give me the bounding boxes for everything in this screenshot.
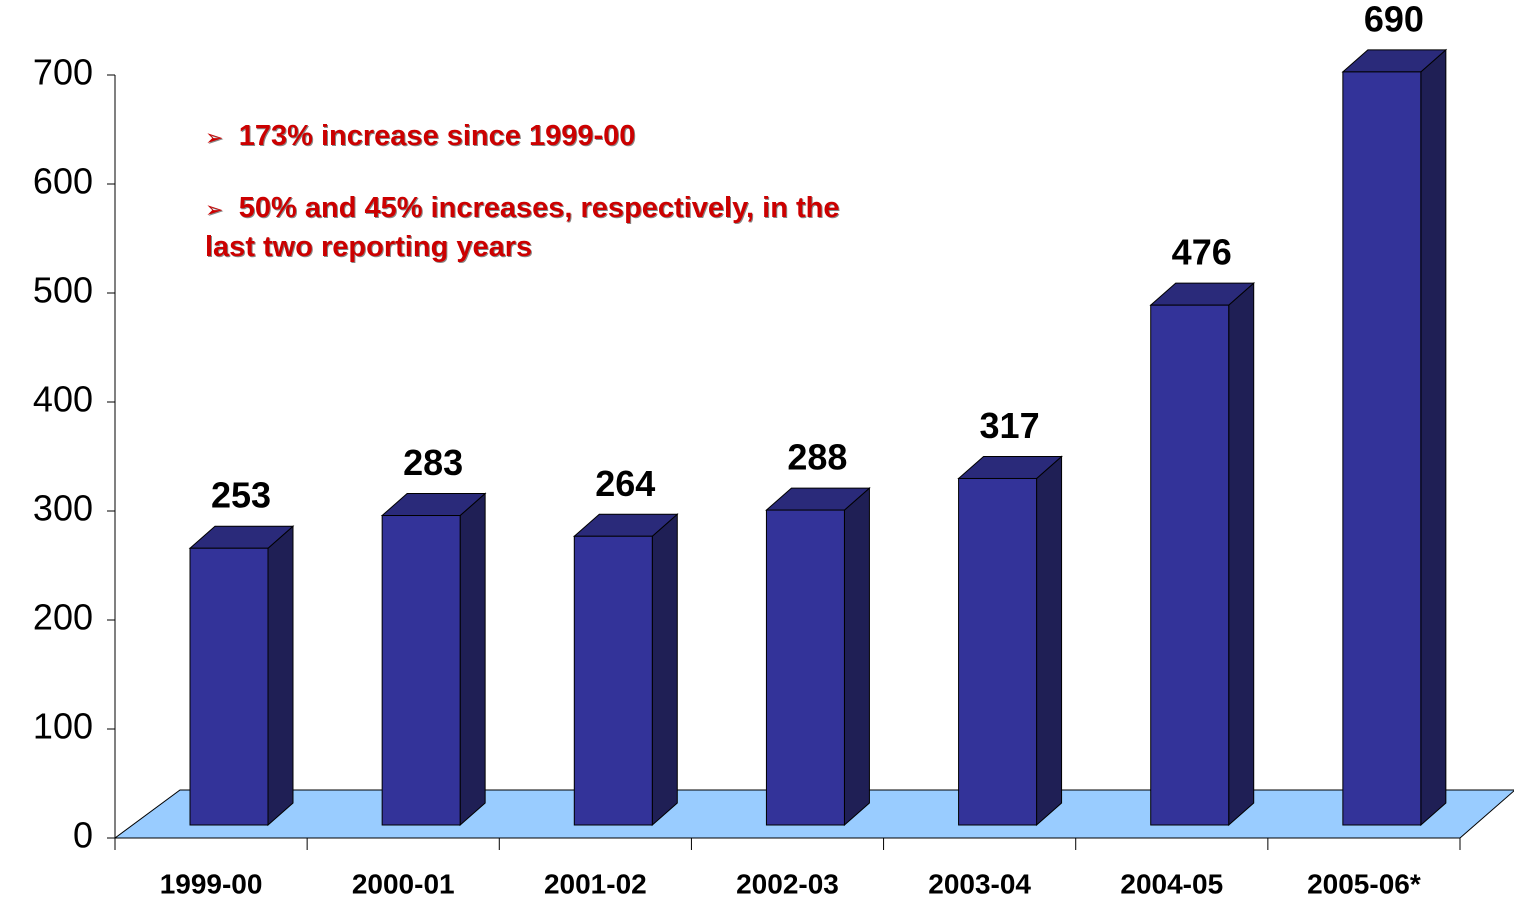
- data-label: 690: [1364, 0, 1424, 39]
- bar: [573, 535, 653, 826]
- bar: [765, 509, 845, 826]
- bar-side: [651, 513, 678, 827]
- annotation: 173% increase since 1999-00: [205, 118, 905, 157]
- bar-side: [459, 492, 486, 827]
- y-tick-label: 600: [33, 161, 93, 202]
- bar: [1342, 71, 1422, 826]
- bar-side: [267, 525, 294, 827]
- bar: [1150, 304, 1230, 826]
- y-tick-label: 500: [33, 270, 93, 311]
- y-tick-label: 0: [73, 815, 93, 856]
- bar-side: [1036, 455, 1063, 827]
- x-tick-label: 2004-05: [1120, 868, 1223, 899]
- y-tick-label: 100: [33, 706, 93, 747]
- bar-side: [1228, 282, 1255, 827]
- x-tick-label: 2005-06*: [1307, 868, 1421, 899]
- bar-side: [1420, 48, 1447, 827]
- data-label: 317: [980, 405, 1040, 446]
- x-tick-label: 2002-03: [736, 868, 839, 899]
- x-tick-label: 2000-01: [352, 868, 455, 899]
- data-label: 476: [1172, 232, 1232, 273]
- bar-side: [843, 486, 870, 827]
- data-label: 264: [595, 463, 655, 504]
- y-tick-label: 700: [33, 52, 93, 93]
- x-tick-label: 2001-02: [544, 868, 647, 899]
- bar: [381, 515, 461, 826]
- y-tick-label: 200: [33, 597, 93, 638]
- bar: [958, 477, 1038, 826]
- x-tick-label: 2003-04: [928, 868, 1031, 899]
- data-label: 253: [211, 475, 271, 516]
- bar: [189, 547, 269, 826]
- x-tick-label: 1999-00: [160, 868, 263, 899]
- annotation: 50% and 45% increases, respectively, in …: [205, 190, 885, 265]
- data-label: 288: [787, 437, 847, 478]
- data-label: 283: [403, 442, 463, 483]
- y-tick-label: 300: [33, 488, 93, 529]
- y-tick-label: 400: [33, 379, 93, 420]
